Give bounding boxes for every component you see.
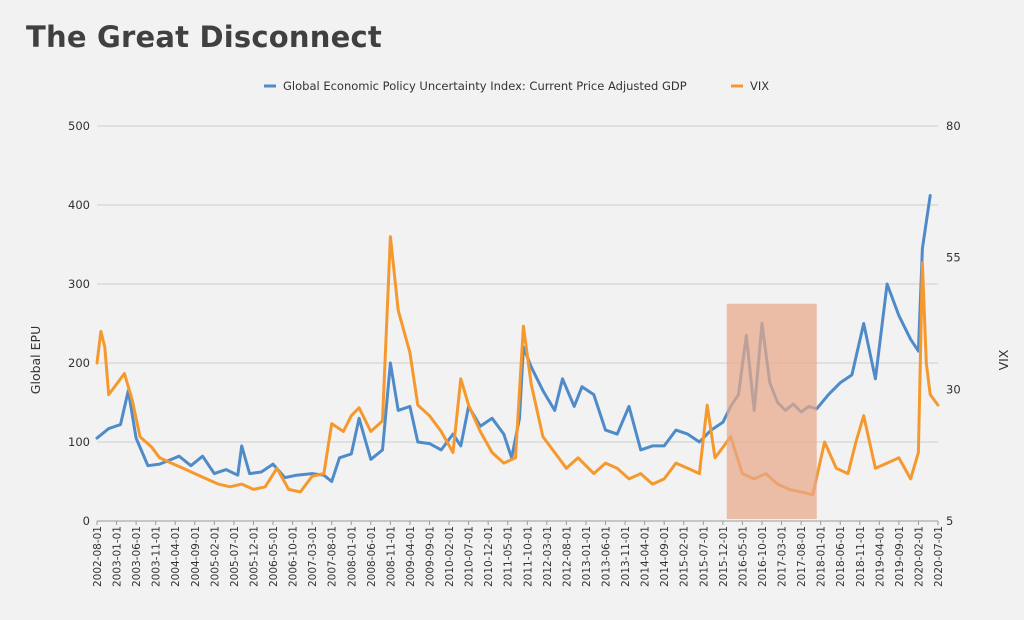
x-tick-label: 2010-02-01 xyxy=(444,526,456,587)
x-tick-label: 2012-08-01 xyxy=(561,526,573,587)
x-tick-label: 2003-06-01 xyxy=(131,526,143,587)
x-tick-label: 2013-11-01 xyxy=(620,526,632,587)
x-tick-label: 2005-02-01 xyxy=(209,526,221,587)
x-tick-label: 2007-08-01 xyxy=(327,526,339,587)
y-left-tick-label: 100 xyxy=(68,435,90,449)
x-tick-label: 2018-11-01 xyxy=(855,526,867,587)
x-tick-label: 2011-10-01 xyxy=(522,526,534,587)
x-tick-label: 2019-04-01 xyxy=(874,526,886,587)
y-right-axis-label: VIX xyxy=(996,349,1011,370)
x-tick-label: 2012-03-01 xyxy=(542,526,554,587)
x-tick-label: 2009-04-01 xyxy=(405,526,417,587)
chart-title: The Great Disconnect xyxy=(26,20,382,54)
x-tick-label: 2008-06-01 xyxy=(366,526,378,587)
y-left-axis-label: Global EPU xyxy=(28,326,43,394)
legend-label-epu: Global Economic Policy Uncertainty Index… xyxy=(283,79,687,93)
x-tick-label: 2015-02-01 xyxy=(679,526,691,587)
y-left-tick-label: 500 xyxy=(68,119,90,133)
y-right-tick-label: 30 xyxy=(946,382,961,396)
x-tick-label: 2004-09-01 xyxy=(190,526,202,587)
x-tick-label: 2005-07-01 xyxy=(229,526,241,587)
x-tick-label: 2019-09-01 xyxy=(894,526,906,587)
x-tick-label: 2014-09-01 xyxy=(659,526,671,587)
x-tick-label: 2003-01-01 xyxy=(112,526,124,587)
y-right-tick-label: 80 xyxy=(946,119,961,133)
x-tick-label: 2018-06-01 xyxy=(835,526,847,587)
y-left-tick-label: 0 xyxy=(83,514,90,528)
x-tick-label: 2002-08-01 xyxy=(92,526,104,587)
x-tick-label: 2010-12-01 xyxy=(483,526,495,587)
y-left-tick-label: 400 xyxy=(68,198,90,212)
x-tick-label: 2005-12-01 xyxy=(248,526,260,587)
x-tick-label: 2008-11-01 xyxy=(385,526,397,587)
highlight-region xyxy=(726,303,817,519)
x-tick-label: 2020-02-01 xyxy=(913,526,925,587)
x-tick-label: 2003-11-01 xyxy=(151,526,163,587)
x-tick-label: 2016-10-01 xyxy=(757,526,769,587)
x-tick-label: 2015-12-01 xyxy=(718,526,730,587)
x-tick-label: 2006-10-01 xyxy=(288,526,300,587)
y-left-tick-label: 200 xyxy=(68,356,90,370)
x-tick-label: 2016-05-01 xyxy=(737,526,749,587)
x-tick-label: 2009-09-01 xyxy=(424,526,436,587)
y-left-tick-label: 300 xyxy=(68,277,90,291)
x-tick-label: 2017-03-01 xyxy=(777,526,789,587)
legend-label-vix: VIX xyxy=(750,79,769,93)
x-tick-label: 2018-01-01 xyxy=(816,526,828,587)
x-tick-label: 2010-07-01 xyxy=(464,526,476,587)
x-tick-label: 2007-03-01 xyxy=(307,526,319,587)
x-tick-label: 2006-05-01 xyxy=(268,526,280,587)
x-tick-label: 2013-01-01 xyxy=(581,526,593,587)
x-tick-label: 2008-01-01 xyxy=(346,526,358,587)
x-tick-label: 2004-04-01 xyxy=(170,526,182,587)
x-tick-label: 2017-08-01 xyxy=(796,526,808,587)
y-right-tick-label: 55 xyxy=(946,251,961,265)
y-right-tick-label: 5 xyxy=(946,514,953,528)
x-tick-label: 2020-07-01 xyxy=(933,526,945,587)
x-tick-label: 2011-05-01 xyxy=(503,526,515,587)
x-tick-label: 2014-04-01 xyxy=(640,526,652,587)
x-tick-label: 2013-06-01 xyxy=(601,526,613,587)
x-tick-label: 2015-07-01 xyxy=(698,526,710,587)
